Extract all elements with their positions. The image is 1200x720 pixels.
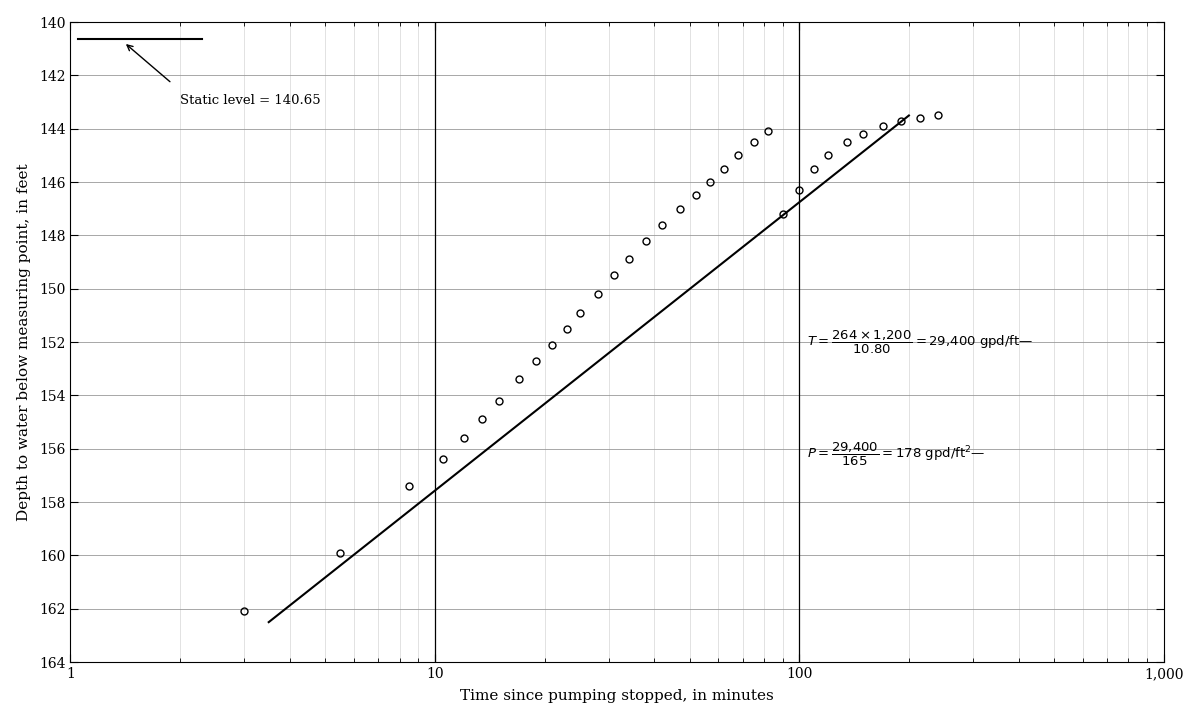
Y-axis label: Depth to water below measuring point, in feet: Depth to water below measuring point, in…: [17, 163, 31, 521]
Text: Static level = 140.65: Static level = 140.65: [180, 94, 320, 107]
Text: $T=\dfrac{264\times1{,}200}{10.80}=29{,}400\ \mathrm{gpd/ft}$—: $T=\dfrac{264\times1{,}200}{10.80}=29{,}…: [806, 328, 1033, 356]
Text: $P=\dfrac{29{,}400}{165}=178\ \mathrm{gpd/ft^{2}}$—: $P=\dfrac{29{,}400}{165}=178\ \mathrm{gp…: [806, 441, 985, 468]
X-axis label: Time since pumping stopped, in minutes: Time since pumping stopped, in minutes: [460, 689, 774, 703]
